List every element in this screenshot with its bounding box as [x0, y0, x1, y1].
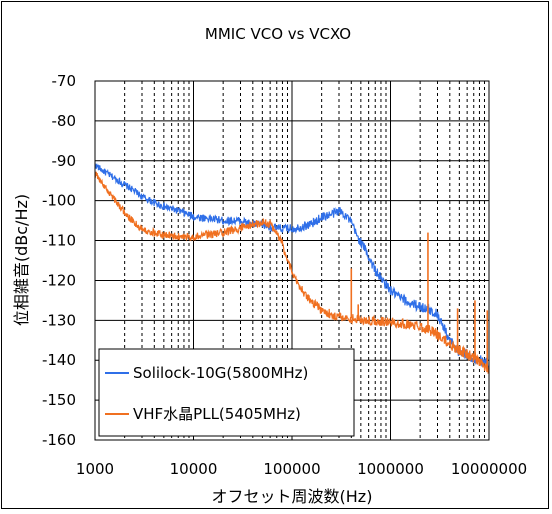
- x-tick-label: 100000: [263, 460, 320, 478]
- y-tick-label: -120: [42, 271, 76, 289]
- y-axis-label: 位相雑音(dBc/Hz): [12, 194, 31, 326]
- x-tick-labels: 1000 10000 100000 1000000 10000000: [76, 460, 527, 478]
- legend-label-solilock: Solilock-10G(5800MHz): [133, 364, 308, 382]
- y-tick-label: -100: [42, 192, 76, 210]
- y-tick-label: -140: [42, 351, 76, 369]
- series-vhf-pll-line: [94, 171, 490, 375]
- series-solilock-line: [94, 163, 490, 370]
- legend-label-vhf-pll: VHF水晶PLL(5405MHz): [133, 405, 301, 423]
- y-tick-label: -160: [42, 431, 76, 449]
- x-tick-label: 10000000: [451, 460, 527, 478]
- x-tick-label: 10000: [170, 460, 218, 478]
- plot-area-border: [94, 80, 490, 441]
- y-tick-label: -110: [42, 232, 76, 250]
- y-tick-label: -90: [52, 152, 77, 170]
- x-tick-label: 1000: [76, 460, 114, 478]
- y-tick-label: -130: [42, 311, 76, 329]
- series-layer: [94, 163, 490, 375]
- x-axis-label: オフセット周波数(Hz): [212, 487, 373, 506]
- chart-title: MMIC VCO vs VCXO: [205, 25, 351, 43]
- legend: Solilock-10G(5800MHz) VHF水晶PLL(5405MHz): [98, 348, 355, 437]
- y-tick-label: -70: [52, 72, 77, 90]
- y-tick-label: -80: [52, 112, 77, 130]
- legend-box: [98, 348, 355, 437]
- y-tick-labels: -70 -80 -90 -100 -110 -120 -130 -140 -150 -160: [42, 72, 76, 449]
- x-tick-label: 1000000: [357, 460, 424, 478]
- y-tick-label: -150: [42, 391, 76, 409]
